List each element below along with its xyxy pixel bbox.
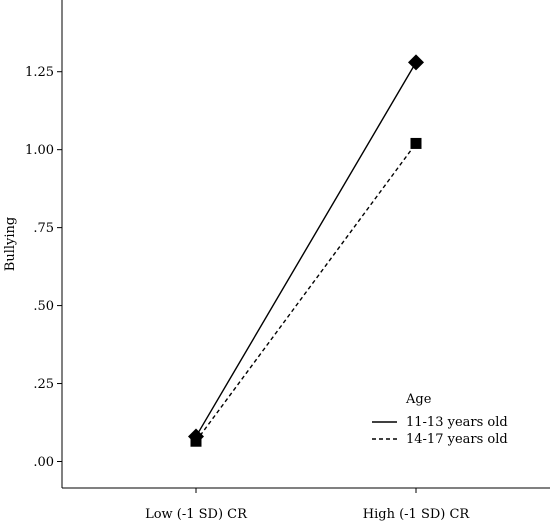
diamond-marker bbox=[408, 54, 424, 71]
legend: Age 11-13 years old 14-17 years old bbox=[372, 392, 508, 447]
series-1 bbox=[188, 54, 424, 445]
series-layer bbox=[188, 54, 424, 447]
legend-items: 11-13 years old 14-17 years old bbox=[372, 415, 508, 447]
y-ticks: .00 .25 .50 .75 1.00 1.25 bbox=[25, 65, 62, 470]
y-tick-label: 1.25 bbox=[25, 65, 54, 80]
legend-label: 14-17 years old bbox=[406, 432, 508, 447]
axes bbox=[61, 0, 550, 489]
x-tick-label: Low (-1 SD) CR bbox=[145, 507, 248, 522]
legend-title: Age bbox=[405, 392, 432, 407]
square-marker bbox=[410, 137, 422, 149]
series-2 bbox=[190, 137, 422, 447]
legend-label: 11-13 years old bbox=[406, 415, 508, 430]
square-marker bbox=[190, 435, 202, 447]
y-tick-label: 1.00 bbox=[25, 143, 54, 158]
y-tick-label: .25 bbox=[33, 377, 54, 392]
series-line bbox=[195, 143, 417, 442]
y-axis-title: Bullying bbox=[3, 217, 18, 271]
y-tick-label: .75 bbox=[33, 221, 54, 236]
y-tick-label: .00 bbox=[33, 455, 54, 470]
series-line bbox=[195, 62, 417, 437]
y-tick-label: .50 bbox=[33, 299, 54, 314]
x-ticks: Low (-1 SD) CR High (-1 SD) CR bbox=[145, 488, 470, 522]
x-tick-label: High (-1 SD) CR bbox=[363, 507, 471, 522]
